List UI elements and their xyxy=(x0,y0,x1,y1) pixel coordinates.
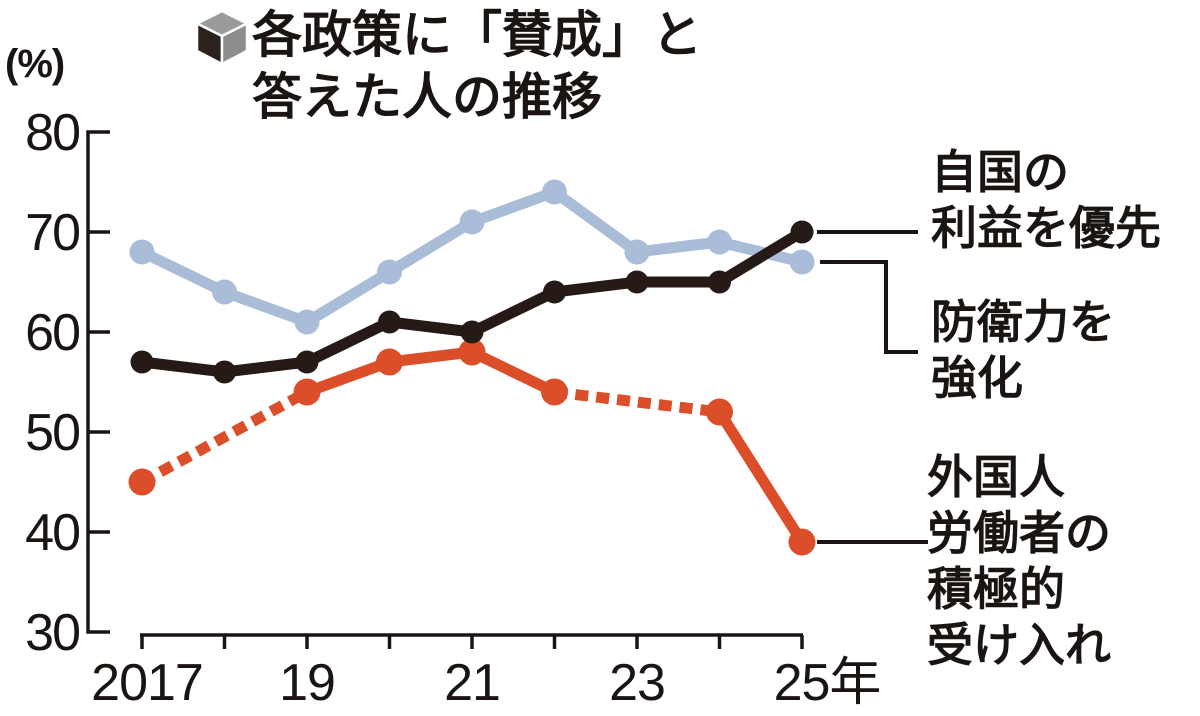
series-defense-segment xyxy=(219,286,313,328)
series-national-interest-segment xyxy=(714,226,808,288)
data-point-foreign-workers xyxy=(293,378,321,406)
series-label-line: 受け入れ xyxy=(927,619,1111,672)
y-tick-label: 60 xyxy=(25,304,79,362)
series-national-interest-segment xyxy=(219,356,313,378)
data-point-defense xyxy=(129,239,155,265)
series-label-line: 積極的 xyxy=(927,563,1065,616)
data-point-defense xyxy=(212,279,237,305)
series-label-foreign-workers: 外国人 労働者の 積極的 受け入れ xyxy=(927,449,1111,673)
series-defense-segment xyxy=(136,246,230,298)
y-axis-tick-labels: 80 70 60 50 40 30 xyxy=(25,104,81,662)
series-national-interest-segment xyxy=(136,356,230,378)
x-tick-label: 2017 xyxy=(91,654,203,712)
data-point-defense xyxy=(377,259,402,285)
series-label-national-interest: 自国の 利益を優先 xyxy=(931,144,1161,256)
data-point-foreign-workers xyxy=(376,348,403,376)
data-point-defense xyxy=(459,209,485,235)
data-point-defense xyxy=(542,179,567,205)
series-foreign-workers-dashed-segment xyxy=(553,386,721,418)
series-label-line: 労働者の xyxy=(927,507,1111,560)
data-point-national-interest xyxy=(378,310,401,334)
x-tick-label: 21 xyxy=(444,654,500,712)
series-label-line: 防衛力を xyxy=(931,296,1115,348)
data-point-national-interest xyxy=(295,350,319,374)
series-foreign-workers-segment xyxy=(714,406,808,548)
series-label-line: 強化 xyxy=(931,352,1023,405)
x-tick-label: 23 xyxy=(609,654,665,712)
data-point-national-interest xyxy=(460,320,484,344)
x-axis-tick-labels: 2017 19 21 23 25年 xyxy=(91,654,881,712)
series-defense-segment xyxy=(384,216,478,278)
series-national-interest-segment xyxy=(466,286,560,338)
data-point-foreign-workers xyxy=(706,398,733,426)
data-point-foreign-workers xyxy=(458,338,486,366)
chart-title-line-2: 答えた人の推移 xyxy=(252,69,602,125)
connector-defense xyxy=(820,260,918,354)
series-national-interest-segment xyxy=(301,316,395,368)
chart-title: 各政策に「賛成」と 答えた人の推移 xyxy=(252,4,702,128)
series-label-defense: 防衛力を 強化 xyxy=(931,294,1115,406)
series-national-interest-segment xyxy=(549,276,643,298)
series-defense xyxy=(129,179,815,335)
series-national-interest xyxy=(130,220,814,384)
data-point-national-interest xyxy=(130,350,154,374)
y-tick-label: 70 xyxy=(25,204,79,262)
data-point-national-interest xyxy=(790,220,814,244)
data-point-foreign-workers xyxy=(541,378,568,406)
series-foreign-workers xyxy=(128,338,816,556)
series-foreign-workers-segment xyxy=(301,356,395,398)
series-national-interest-segment xyxy=(384,316,478,338)
y-tick-label: 40 xyxy=(25,504,79,562)
y-tick-label: 80 xyxy=(25,104,79,162)
data-point-national-interest xyxy=(708,270,731,294)
data-point-defense xyxy=(789,249,815,275)
series-foreign-workers-segment xyxy=(384,346,478,368)
cube-icon xyxy=(194,9,250,67)
x-tick-label: 19 xyxy=(279,654,335,712)
x-tick-label: 25年 xyxy=(774,654,881,712)
data-point-national-interest xyxy=(213,360,236,384)
series-foreign-workers-segment xyxy=(466,346,560,398)
data-point-defense xyxy=(294,309,320,335)
data-point-national-interest xyxy=(625,270,649,294)
data-point-defense xyxy=(624,239,650,265)
chart-title-line-1: 各政策に「賛成」と xyxy=(252,7,702,63)
series-label-line: 利益を優先 xyxy=(931,202,1161,255)
y-axis xyxy=(86,130,110,634)
series-label-line: 自国の xyxy=(931,146,1069,198)
y-axis-unit-label: (%) xyxy=(5,42,65,86)
data-point-foreign-workers xyxy=(128,468,156,496)
data-point-defense xyxy=(707,229,732,255)
y-tick-label: 50 xyxy=(25,404,79,462)
series-foreign-workers-dashed-segment xyxy=(139,387,310,487)
x-axis xyxy=(140,633,804,649)
series-defense-segment xyxy=(466,186,560,228)
series-defense-segment xyxy=(549,186,643,258)
series-label-line: 外国人 xyxy=(927,451,1065,503)
y-tick-label: 30 xyxy=(25,604,79,662)
data-point-foreign-workers xyxy=(788,528,816,556)
series-defense-segment xyxy=(631,236,725,258)
data-point-national-interest xyxy=(543,280,566,304)
series-defense-segment xyxy=(301,266,395,328)
